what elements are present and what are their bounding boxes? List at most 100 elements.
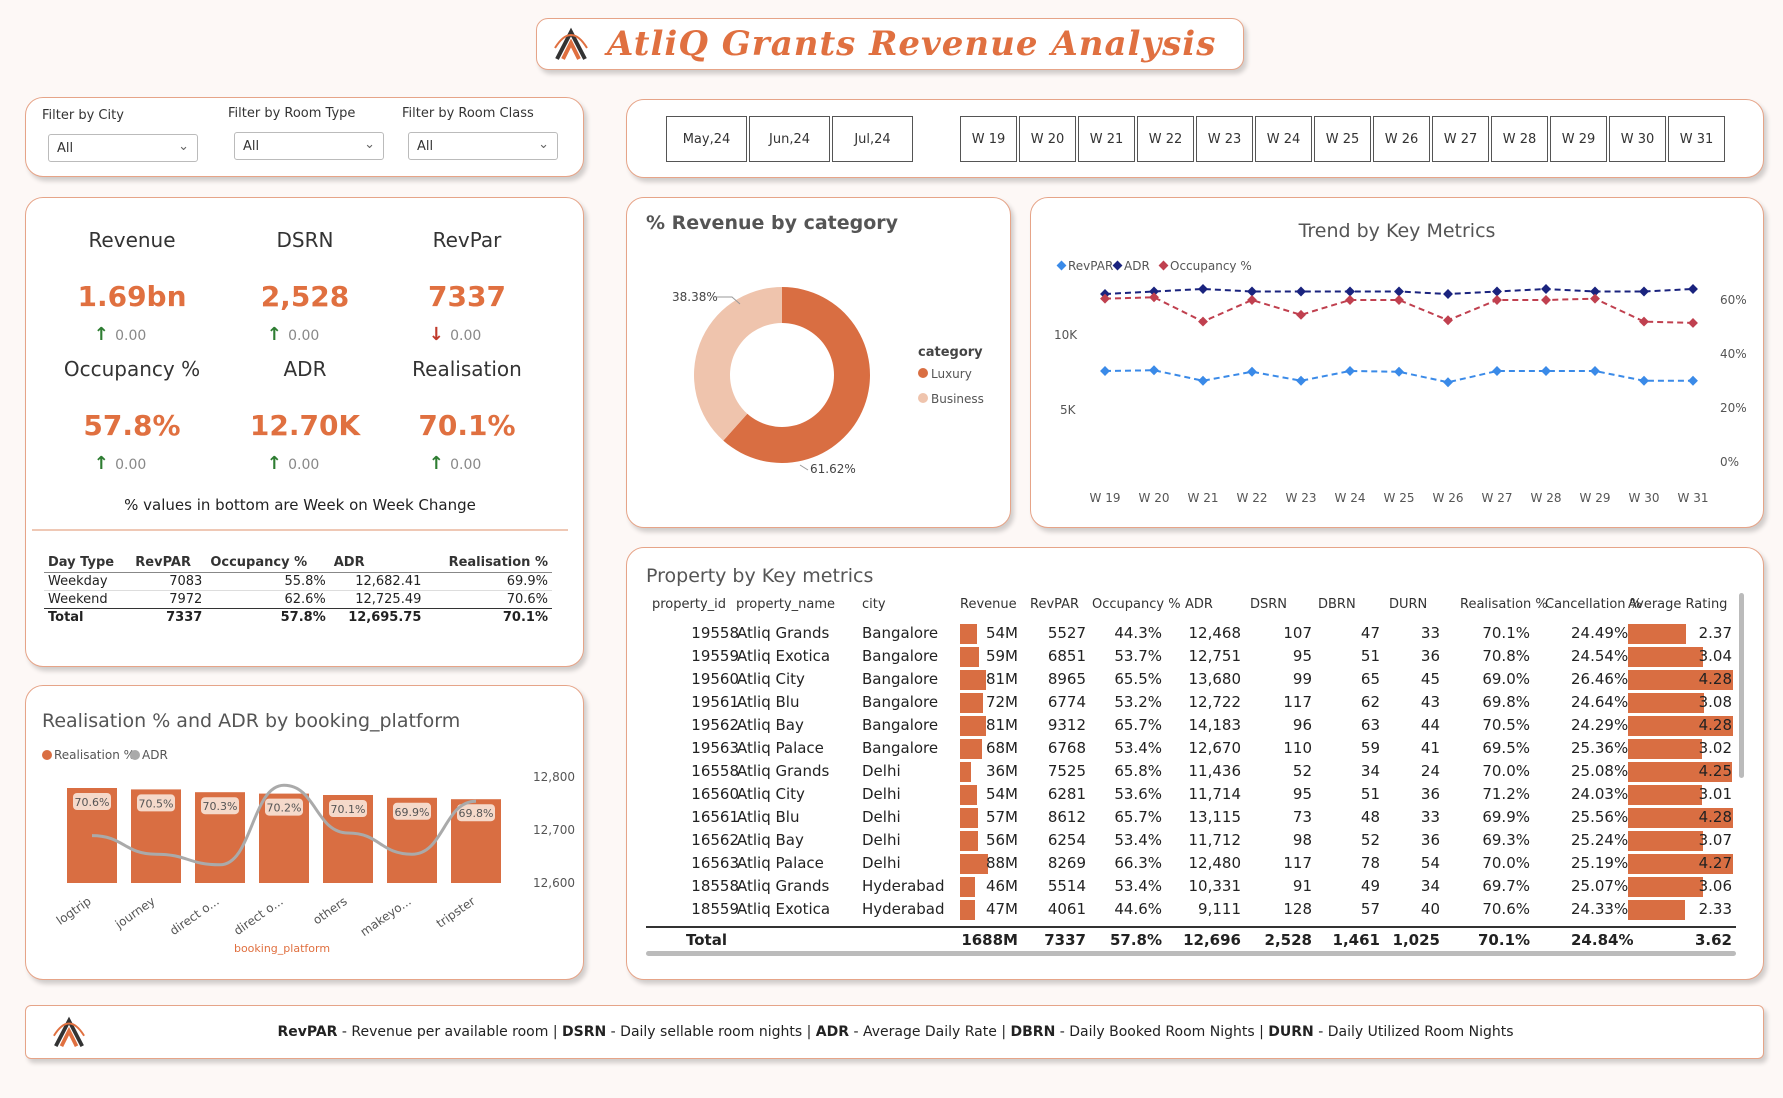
table-cell: Atliq Blu bbox=[737, 808, 800, 826]
col-header[interactable]: DSRN bbox=[1250, 597, 1288, 612]
table-cell: 14,183 bbox=[1188, 716, 1242, 734]
table-cell: 12,670 bbox=[1188, 739, 1242, 757]
table-cell: 13,680 bbox=[1188, 670, 1242, 688]
kpi-delta: ↑ 0.00 bbox=[266, 324, 320, 345]
slice-label: 38.38% bbox=[672, 290, 718, 304]
axis-tick-x: makeyo... bbox=[358, 894, 414, 939]
table-scrollbar[interactable] bbox=[1739, 593, 1744, 778]
table-cell: 54M bbox=[985, 624, 1018, 642]
table-cell: 70.0% bbox=[1482, 854, 1530, 872]
filter-city-select[interactable]: All ⌄ bbox=[48, 134, 198, 162]
month-slicer-button[interactable]: Jun,24 bbox=[749, 116, 830, 162]
table-cell: 6768 bbox=[1047, 739, 1086, 757]
table-cell: 10,331 bbox=[1188, 877, 1242, 895]
property-panel bbox=[626, 547, 1764, 980]
table-cell: 6774 bbox=[1047, 693, 1086, 711]
occupancy-point bbox=[1443, 315, 1453, 326]
col-header[interactable]: RevPAR bbox=[1030, 597, 1080, 612]
col-header[interactable]: DURN bbox=[1389, 597, 1428, 612]
table-cell: 26.46% bbox=[1571, 670, 1629, 688]
table-cell: 8269 bbox=[1047, 854, 1086, 872]
week-slicer-button[interactable]: W 19 bbox=[960, 116, 1017, 162]
bar-label: 70.2% bbox=[267, 802, 302, 815]
axis-tick-x: W 25 bbox=[1384, 491, 1415, 505]
col-header[interactable]: Realisation % bbox=[448, 555, 548, 570]
col-header[interactable]: Revenue bbox=[960, 597, 1017, 612]
revenue-bar bbox=[960, 739, 982, 759]
month-slicer-button[interactable]: May,24 bbox=[666, 116, 747, 162]
week-slicer-button[interactable]: W 29 bbox=[1550, 116, 1607, 162]
arrow-up-icon: ↑ bbox=[266, 324, 289, 345]
week-slicer-button[interactable]: W 26 bbox=[1373, 116, 1430, 162]
revpar-point bbox=[1688, 375, 1698, 386]
table-cell: 36 bbox=[1420, 647, 1440, 665]
table-cell: 2.37 bbox=[1698, 624, 1732, 642]
col-header[interactable]: Average Rating bbox=[1628, 597, 1728, 612]
table-cell: Hyderabad bbox=[862, 877, 945, 895]
revpar-point bbox=[1198, 375, 1208, 386]
table-cell: Delhi bbox=[862, 785, 901, 803]
col-header[interactable]: ADR bbox=[1185, 597, 1213, 612]
table-cell: 95 bbox=[1292, 647, 1312, 665]
table-cell: 19561 bbox=[691, 693, 739, 711]
col-header[interactable]: ADR bbox=[333, 555, 365, 570]
col-header[interactable]: property_name bbox=[736, 597, 836, 612]
revenue-bar bbox=[960, 785, 978, 805]
week-slicer-button[interactable]: W 22 bbox=[1137, 116, 1194, 162]
col-header[interactable]: Occupancy % bbox=[210, 555, 308, 570]
week-slicer-button[interactable]: W 25 bbox=[1314, 116, 1371, 162]
table-row: 18558 Atliq Grands Hyderabad 46M 5514 53.4% 10… bbox=[646, 875, 1736, 898]
col-header[interactable]: Day Type bbox=[48, 555, 115, 570]
table-cell: Atliq Grands bbox=[737, 762, 830, 780]
table-cell: 98 bbox=[1292, 831, 1312, 849]
col-header[interactable]: Occupancy % bbox=[1092, 597, 1181, 612]
table-cell: 47M bbox=[985, 900, 1018, 918]
kpi-value: 57.8% bbox=[83, 409, 181, 442]
table-cell: 11,712 bbox=[1188, 831, 1242, 849]
table-cell: 65.7% bbox=[1114, 716, 1162, 734]
week-slicer-button[interactable]: W 21 bbox=[1078, 116, 1135, 162]
table-cell: Bangalore bbox=[862, 739, 939, 757]
table-total-row: Total 7337 57.8% 12,695.75 70.1% bbox=[48, 610, 548, 625]
week-slicer-button[interactable]: W 24 bbox=[1255, 116, 1312, 162]
table-cell: 5527 bbox=[1047, 624, 1086, 642]
table-cell: 13,115 bbox=[1188, 808, 1242, 826]
occupancy-point bbox=[1492, 295, 1502, 305]
col-header[interactable]: Realisation % bbox=[1460, 597, 1548, 612]
week-slicer-button[interactable]: W 31 bbox=[1668, 116, 1725, 162]
week-slicer-button[interactable]: W 30 bbox=[1609, 116, 1666, 162]
revpar-point bbox=[1639, 375, 1649, 386]
table-cell: Bangalore bbox=[862, 647, 939, 665]
table-row: 19561 Atliq Blu Bangalore 72M 6774 53.2% 12,72… bbox=[646, 691, 1736, 714]
month-slicer-button[interactable]: Jul,24 bbox=[832, 116, 913, 162]
table-cell: 54M bbox=[985, 785, 1018, 803]
table-hscrollbar[interactable] bbox=[646, 951, 1736, 956]
filter-room-class-select[interactable]: All ⌄ bbox=[408, 132, 558, 160]
col-header[interactable]: RevPAR bbox=[135, 555, 191, 570]
occupancy-point bbox=[1590, 293, 1600, 304]
week-slicer-button[interactable]: W 28 bbox=[1491, 116, 1548, 162]
week-slicer-button[interactable]: W 20 bbox=[1019, 116, 1076, 162]
filter-room-type-select[interactable]: All ⌄ bbox=[234, 132, 384, 160]
revpar-point bbox=[1443, 377, 1453, 388]
axis-tick-x: direct o... bbox=[231, 894, 285, 938]
week-slicer-button[interactable]: W 23 bbox=[1196, 116, 1253, 162]
axis-tick-x: direct o... bbox=[167, 894, 221, 938]
col-header[interactable]: city bbox=[862, 597, 886, 612]
table-cell: 49 bbox=[1360, 877, 1380, 895]
adr-point bbox=[1688, 284, 1698, 294]
table-cell: 1,025 bbox=[1392, 931, 1440, 949]
col-header[interactable]: DBRN bbox=[1318, 597, 1356, 612]
table-cell: 52 bbox=[1360, 831, 1380, 849]
col-header[interactable]: Cancellation % bbox=[1545, 597, 1643, 612]
revenue-bar bbox=[960, 854, 988, 874]
kpi-label: Realisation bbox=[412, 357, 522, 381]
trend-panel bbox=[1030, 197, 1764, 528]
col-header[interactable]: property_id bbox=[652, 597, 727, 612]
revpar-point bbox=[1590, 366, 1600, 376]
table-cell: 65.7% bbox=[1114, 808, 1162, 826]
glossary-desc: - Revenue per available room | bbox=[337, 1024, 563, 1040]
week-slicer-button[interactable]: W 27 bbox=[1432, 116, 1489, 162]
revpar-point bbox=[1492, 366, 1502, 376]
revpar-point bbox=[1247, 366, 1257, 377]
